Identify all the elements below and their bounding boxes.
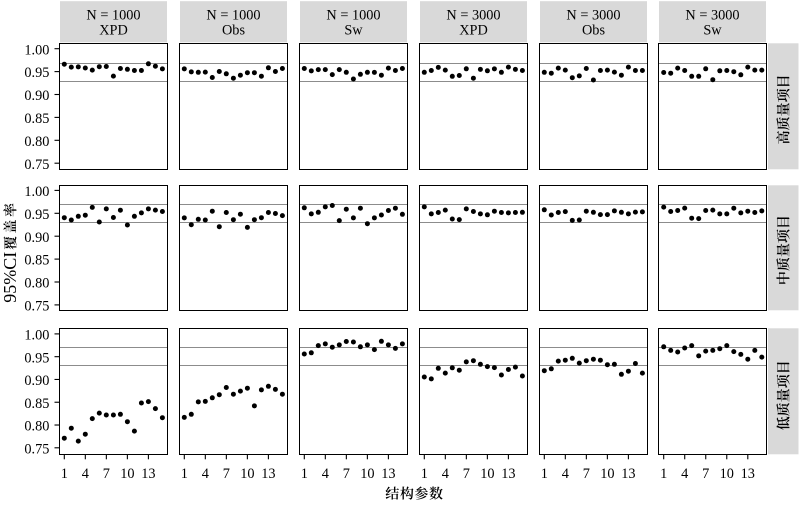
svg-text:0.85: 0.85 bbox=[24, 253, 49, 269]
svg-text:10: 10 bbox=[120, 466, 134, 482]
svg-text:0.85: 0.85 bbox=[24, 396, 49, 412]
svg-text:0.75: 0.75 bbox=[24, 157, 49, 173]
svg-text:N = 1000: N = 1000 bbox=[326, 8, 380, 24]
svg-text:1.00: 1.00 bbox=[24, 42, 49, 58]
svg-text:4: 4 bbox=[322, 466, 329, 482]
svg-text:0.75: 0.75 bbox=[24, 299, 49, 315]
svg-text:0.90: 0.90 bbox=[24, 88, 49, 104]
svg-text:7: 7 bbox=[223, 466, 230, 482]
svg-text:XPD: XPD bbox=[459, 23, 488, 39]
svg-text:13: 13 bbox=[621, 466, 635, 482]
svg-text:0.80: 0.80 bbox=[24, 419, 49, 435]
svg-text:13: 13 bbox=[741, 466, 755, 482]
svg-text:1: 1 bbox=[660, 466, 667, 482]
svg-text:0.85: 0.85 bbox=[24, 111, 49, 127]
svg-text:7: 7 bbox=[103, 466, 110, 482]
svg-text:0.80: 0.80 bbox=[24, 134, 49, 150]
svg-text:7: 7 bbox=[583, 466, 590, 482]
svg-text:Obs: Obs bbox=[582, 23, 605, 39]
svg-text:13: 13 bbox=[261, 466, 275, 482]
svg-text:4: 4 bbox=[442, 466, 449, 482]
svg-text:1: 1 bbox=[301, 466, 308, 482]
svg-text:0.90: 0.90 bbox=[24, 373, 49, 389]
svg-text:1.00: 1.00 bbox=[24, 184, 49, 200]
svg-text:XPD: XPD bbox=[99, 23, 128, 39]
svg-text:1.00: 1.00 bbox=[24, 328, 49, 344]
svg-text:N = 1000: N = 1000 bbox=[86, 8, 140, 24]
svg-text:1: 1 bbox=[61, 466, 68, 482]
svg-text:0.75: 0.75 bbox=[24, 441, 49, 457]
svg-text:Sw: Sw bbox=[344, 23, 363, 39]
svg-text:10: 10 bbox=[480, 466, 494, 482]
svg-text:95%CI: 95%CI bbox=[0, 252, 20, 303]
svg-text:0.95: 0.95 bbox=[24, 207, 49, 223]
svg-text:4: 4 bbox=[681, 466, 688, 482]
svg-text:0.80: 0.80 bbox=[24, 276, 49, 292]
svg-text:1: 1 bbox=[421, 466, 428, 482]
svg-text:7: 7 bbox=[702, 466, 709, 482]
svg-text:10: 10 bbox=[360, 466, 374, 482]
svg-text:0.90: 0.90 bbox=[24, 230, 49, 246]
svg-text:10: 10 bbox=[720, 466, 734, 482]
svg-text:1: 1 bbox=[541, 466, 548, 482]
svg-text:4: 4 bbox=[202, 466, 209, 482]
svg-text:N = 3000: N = 3000 bbox=[566, 8, 620, 24]
svg-text:0.95: 0.95 bbox=[24, 350, 49, 366]
svg-text:7: 7 bbox=[343, 466, 350, 482]
svg-text:10: 10 bbox=[600, 466, 614, 482]
svg-text:10: 10 bbox=[240, 466, 254, 482]
svg-text:N = 3000: N = 3000 bbox=[446, 8, 500, 24]
svg-text:13: 13 bbox=[381, 466, 395, 482]
svg-text:Obs: Obs bbox=[222, 23, 245, 39]
svg-text:Sw: Sw bbox=[703, 23, 722, 39]
svg-text:13: 13 bbox=[501, 466, 515, 482]
svg-text:0.95: 0.95 bbox=[24, 65, 49, 81]
svg-text:4: 4 bbox=[562, 466, 569, 482]
svg-text:4: 4 bbox=[82, 466, 89, 482]
svg-text:13: 13 bbox=[141, 466, 155, 482]
svg-text:7: 7 bbox=[463, 466, 470, 482]
svg-text:N = 1000: N = 1000 bbox=[206, 8, 260, 24]
svg-text:1: 1 bbox=[181, 466, 188, 482]
svg-text:N = 3000: N = 3000 bbox=[685, 8, 739, 24]
